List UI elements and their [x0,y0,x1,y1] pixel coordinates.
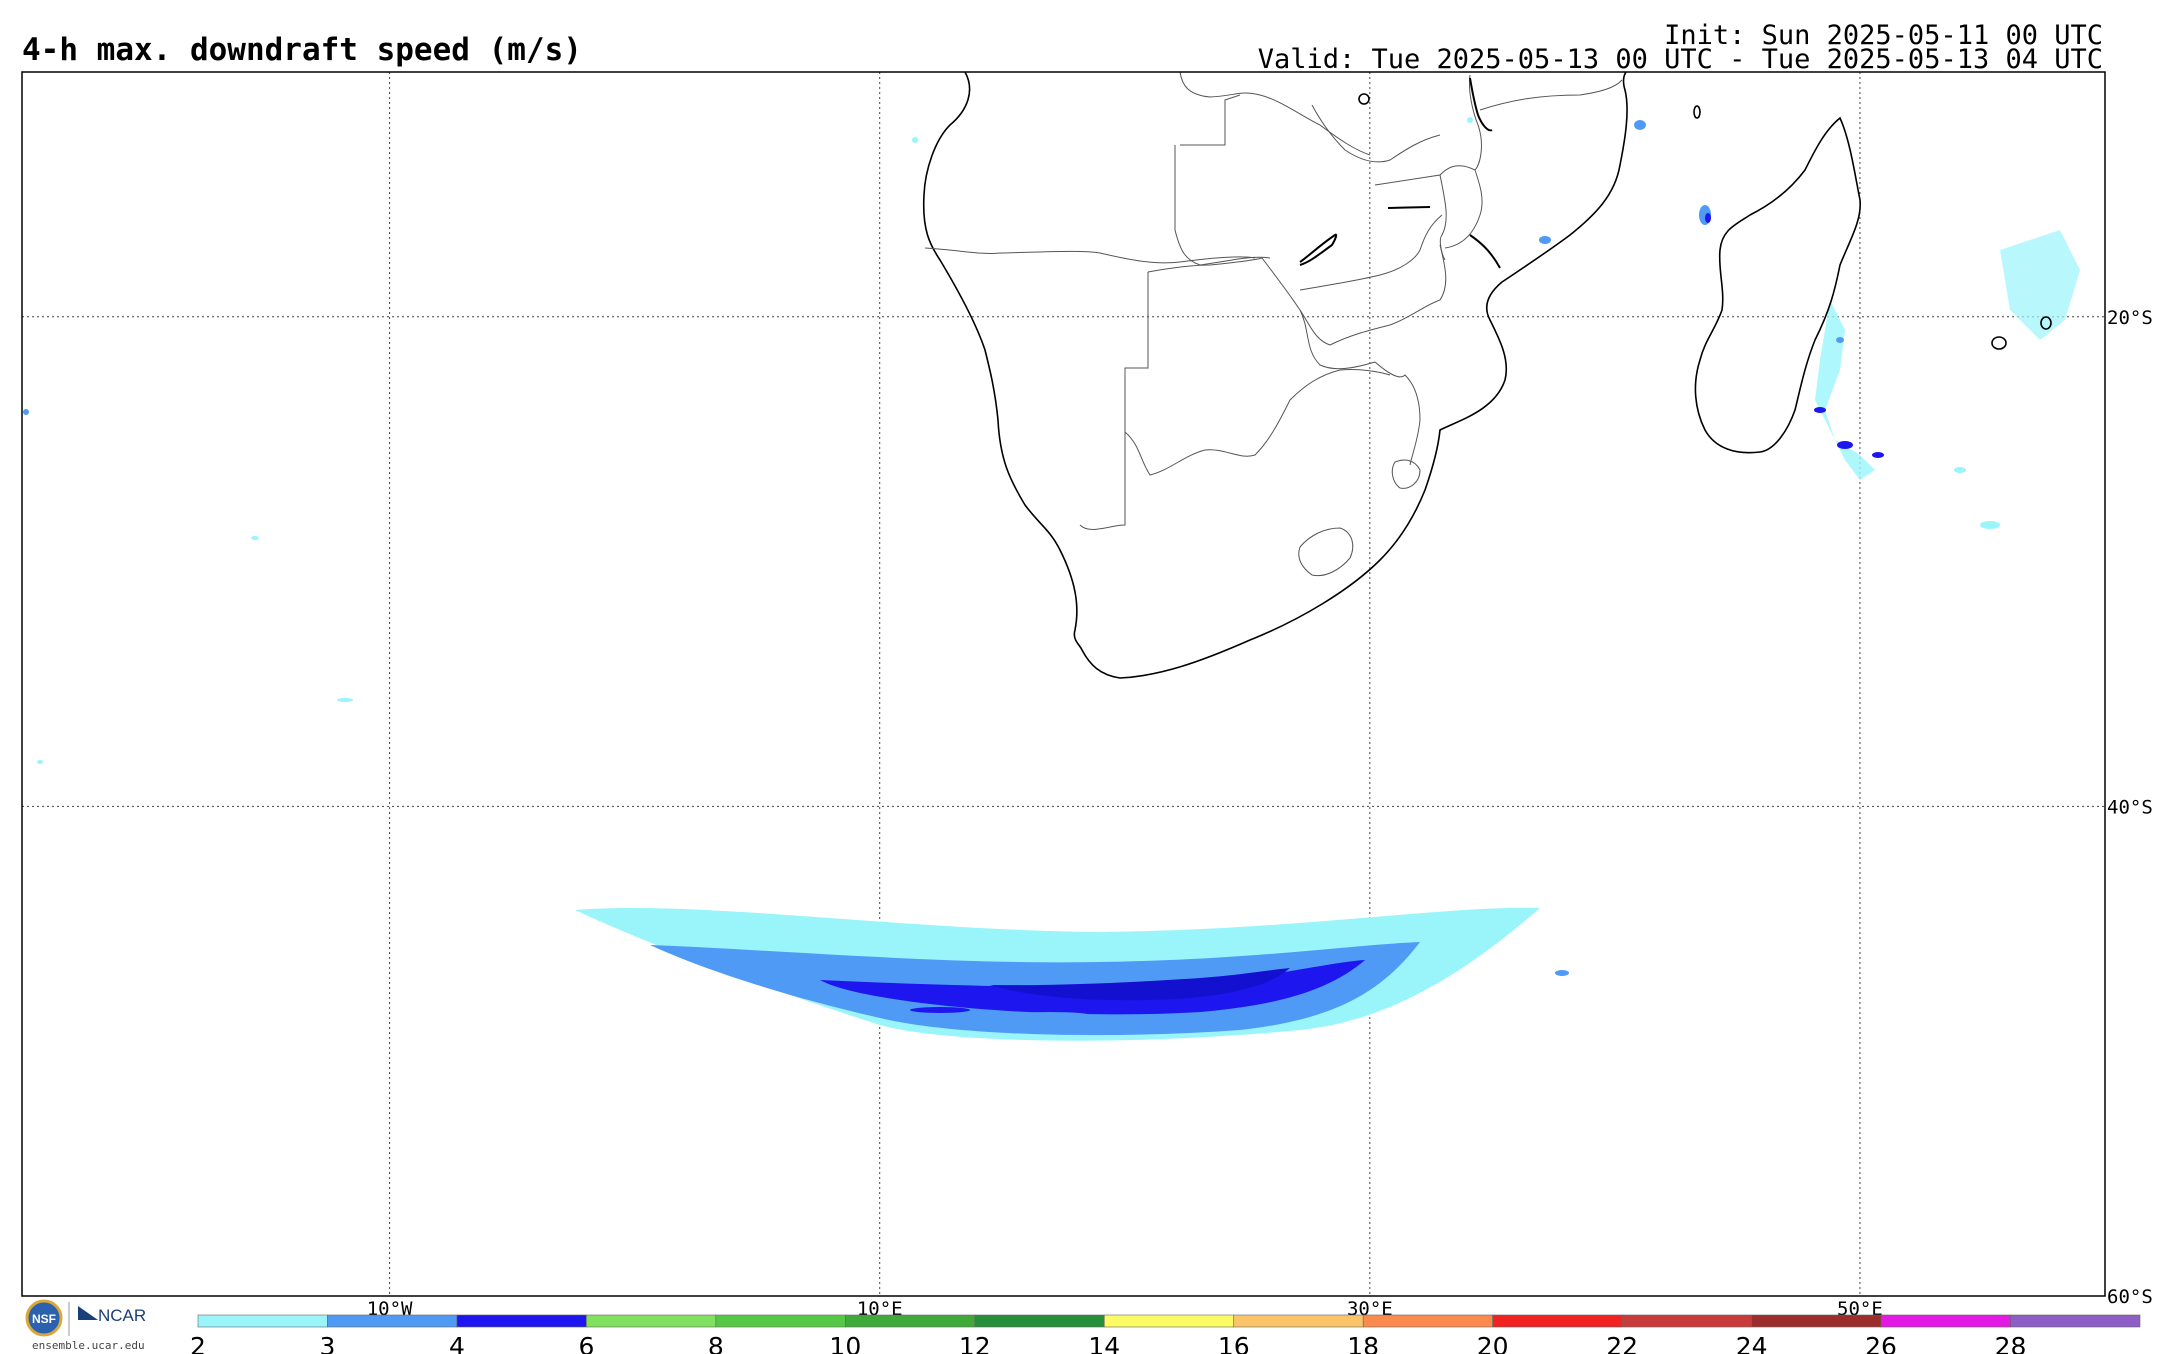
colorbar-swatch [1233,1314,1364,1328]
colorbar-tick-label: 6 [578,1332,594,1354]
colorbar-tick-label: 12 [959,1332,991,1354]
logos: NSF [25,1299,98,1337]
colorbar-swatch [1621,1314,1752,1328]
colorbar: 2 3 4 6 8 10 12 14 16 18 20 22 24 26 28 [190,1314,2141,1354]
colorbar-tick-label: 8 [708,1332,724,1354]
lat-label: 40°S [2107,796,2153,818]
valid-time: Valid: Tue 2025-05-13 00 UTC - Tue 2025-… [1257,44,2103,75]
colorbar-swatch [1492,1314,1623,1328]
colorbar-tick-label: 3 [320,1332,336,1354]
colorbar-swatch [845,1314,976,1328]
map-title: 4-h max. downdraft speed (m/s) [22,32,582,68]
colorbar-tick-label: 28 [1995,1332,2027,1354]
colorbar-swatch [974,1314,1105,1328]
lon-label: 30°E [1347,1298,1393,1320]
colorbar-tick-label: 14 [1088,1332,1120,1354]
colorbar-swatch [197,1314,328,1328]
colorbar-tick-label: 4 [449,1332,465,1354]
colorbar-swatch [2010,1314,2141,1328]
nsf-logo-text: NSF [32,1312,56,1326]
colorbar-tick-label: 16 [1218,1332,1250,1354]
lon-label: 10°W [367,1298,413,1320]
colorbar-swatch [1103,1314,1235,1328]
lon-label: 50°E [1837,1298,1883,1320]
lon-label: 10°E [857,1298,903,1320]
map-frame [21,71,2106,1297]
nsf-logo-icon [25,1299,63,1337]
colorbar-swatch [586,1314,717,1328]
lat-label: 60°S [2107,1286,2153,1308]
colorbar-tick-label: 22 [1606,1332,1638,1354]
graticule [22,72,2105,1296]
colorbar-swatch [715,1314,846,1328]
colorbar-tick-label: 10 [829,1332,861,1354]
ncar-logo-icon [78,1306,98,1320]
colorbar-tick-label: 2 [190,1332,206,1354]
country-borders [924,72,1623,577]
downdraft-specks [23,117,2080,764]
colorbar-swatch [327,1314,458,1328]
colorbar-swatch [1751,1314,1882,1328]
downdraft-field [575,907,1569,1041]
ensemble-url: ensemble.ucar.edu [32,1339,145,1352]
colorbar-tick-label: 26 [1865,1332,1897,1354]
lakes [1299,77,1501,269]
colorbar-swatch [1362,1314,1493,1328]
lat-label: 20°S [2107,307,2153,329]
colorbar-tick-label: 24 [1736,1332,1768,1354]
coastlines [922,72,2052,679]
colorbar-swatch [456,1314,587,1328]
axis-labels: 10°W 10°E 30°E 50°E 20°S 40°S 60°S [367,307,2153,1320]
colorbar-tick-label: 18 [1347,1332,1379,1354]
init-time: Init: Sun 2025-05-11 00 UTC [1664,20,2103,51]
ncar-logo-label: NCAR [98,1306,147,1325]
colorbar-swatch [1880,1314,2011,1328]
colorbar-tick-label: 20 [1477,1332,1509,1354]
